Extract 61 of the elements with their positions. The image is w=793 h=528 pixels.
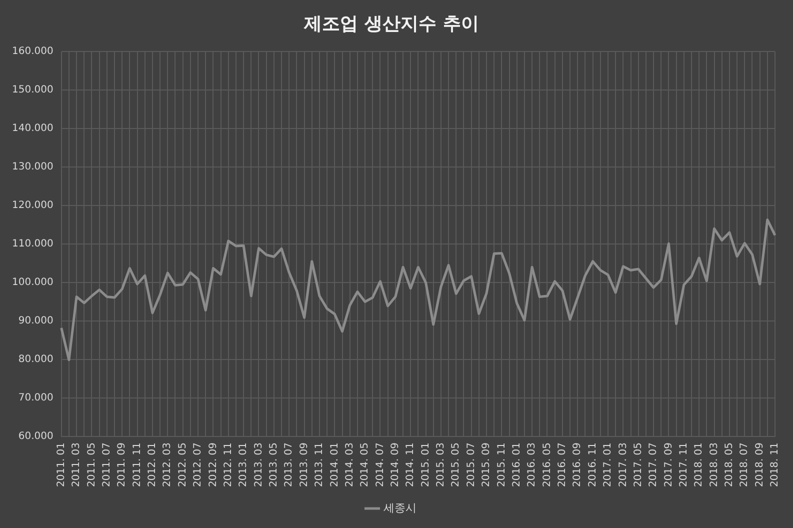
x-tick-label: 2013. 01 [238,442,250,487]
x-tick-label: 2013. 03 [253,442,264,487]
x-tick-label: 2011. 03 [71,442,82,487]
x-tick-label: 2016. 03 [526,442,538,487]
y-tick-label: 150.000 [12,84,54,96]
x-tick-label: 2012. 07 [192,442,204,487]
legend-label: 세종시 [383,501,416,514]
x-tick-label: 2016. 05 [542,442,553,487]
x-tick-label: 2016. 09 [572,442,584,487]
x-tick-label: 2015. 05 [450,442,462,487]
x-tick-label: 2017. 09 [663,442,674,487]
x-tick-label: 2014. 01 [329,442,340,487]
x-tick-label: 2016. 07 [557,442,568,487]
y-tick-label: 130.000 [12,162,54,173]
y-tick-label: 120.000 [12,200,54,212]
x-tick-label: 2015. 01 [420,442,432,487]
x-tick-label: 2012. 01 [147,442,158,487]
x-tick-label: 2012. 11 [222,442,234,487]
x-tick-label: 2011. 11 [132,442,143,487]
y-tick-label: 70.000 [18,392,54,404]
x-tick-label: 2012. 03 [162,442,174,487]
x-tick-label: 2013. 09 [298,442,310,487]
x-tick-label: 2012. 05 [177,442,188,487]
y-tick-label: 90.000 [18,316,54,327]
x-tick-label: 2018. 05 [724,442,736,487]
x-tick-label: 2014. 05 [360,442,371,487]
x-tick-label: 2016. 11 [587,442,598,487]
x-tick-label: 2014. 03 [344,442,356,487]
x-tick-label: 2014. 11 [405,442,416,487]
x-tick-label: 2015. 11 [496,442,508,487]
x-tick-label: 2011. 07 [102,442,112,487]
x-tick-label: 2012. 09 [208,442,219,487]
x-tick-label: 2018. 07 [739,442,750,487]
x-tick-label: 2017. 03 [618,442,629,487]
chart-title: 제조업 생산지수 추이 [303,13,479,34]
x-tick-label: 2017. 11 [678,442,690,487]
x-tick-label: 2015. 03 [436,442,447,487]
x-tick-label: 2013. 05 [268,442,280,487]
x-tick-label: 2016. 01 [511,442,522,487]
x-tick-label: 2018. 09 [754,442,766,487]
x-tick-label: 2014. 09 [390,442,401,487]
x-tick-label: 2017. 05 [632,442,644,487]
x-tick-label: 2013. 11 [314,442,326,487]
y-tick-label: 110.000 [12,238,54,250]
y-tick-label: 140.000 [12,123,54,134]
x-tick-label: 2011. 09 [116,442,128,487]
x-tick-label: 2018. 11 [770,442,781,487]
x-tick-label: 2011. 05 [86,442,98,487]
y-tick-label: 100.000 [12,277,54,288]
x-tick-label: 2017. 01 [602,442,614,487]
x-tick-label: 2011. 01 [56,442,67,487]
y-tick-label: 80.000 [18,354,54,366]
y-tick-label: 60.000 [18,431,54,442]
x-tick-label: 2013. 07 [284,442,295,487]
x-tick-label: 2015. 07 [466,442,477,487]
x-tick-label: 2018. 03 [708,442,720,487]
y-tick-label: 160.000 [12,46,54,58]
x-tick-label: 2018. 01 [694,442,705,487]
x-tick-label: 2014. 07 [374,442,386,487]
x-tick-label: 2017. 07 [648,442,660,487]
x-tick-label: 2015. 09 [481,442,492,487]
